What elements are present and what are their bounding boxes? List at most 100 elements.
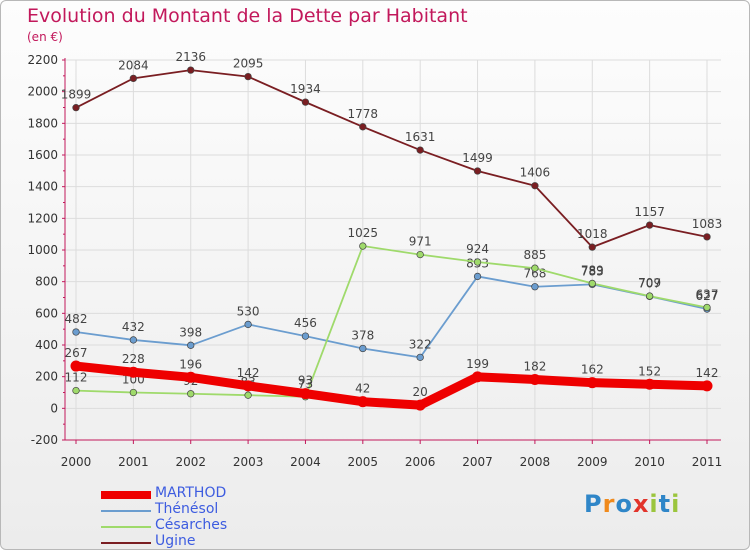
data-point bbox=[472, 371, 484, 383]
data-point bbox=[416, 146, 424, 154]
data-point bbox=[187, 390, 195, 398]
data-point bbox=[185, 371, 197, 383]
data-point bbox=[588, 243, 596, 251]
data-label: 2084 bbox=[118, 58, 149, 72]
data-point bbox=[529, 374, 541, 386]
legend-swatch-ugine bbox=[101, 542, 151, 544]
data-point bbox=[70, 360, 82, 372]
data-point bbox=[645, 292, 654, 300]
data-point bbox=[703, 303, 711, 312]
data-label: 267 bbox=[65, 346, 88, 360]
series-line bbox=[71, 361, 712, 410]
data-point bbox=[359, 123, 367, 131]
data-label: 2136 bbox=[175, 50, 206, 64]
data-point bbox=[301, 332, 310, 340]
data-point bbox=[531, 283, 539, 291]
data-label: 152 bbox=[638, 364, 661, 378]
data-label: 112 bbox=[65, 371, 88, 385]
data-label: 93 bbox=[298, 374, 313, 388]
data-label: 482 bbox=[65, 312, 88, 326]
data-label: 1083 bbox=[692, 217, 723, 231]
legend-label-cesarches: Césarches bbox=[155, 517, 228, 533]
data-point bbox=[414, 399, 426, 411]
data-point bbox=[72, 104, 80, 112]
y-tick-label: 1200 bbox=[27, 211, 58, 225]
data-label: 709 bbox=[638, 276, 661, 290]
chart-subtitle: (en €) bbox=[27, 30, 63, 44]
data-label: 707 bbox=[638, 276, 661, 290]
data-label: 42 bbox=[355, 382, 370, 396]
data-point bbox=[703, 233, 711, 241]
data-point bbox=[244, 391, 252, 399]
logo-letter: i bbox=[649, 490, 659, 518]
data-label: 789 bbox=[581, 263, 604, 277]
data-label: 783 bbox=[581, 264, 604, 278]
data-point bbox=[473, 167, 482, 175]
x-tick-label: 2007 bbox=[462, 455, 493, 469]
chart-title: Evolution du Montant de la Dette par Hab… bbox=[27, 5, 468, 27]
proxiti-logo: Proxiti bbox=[584, 490, 680, 518]
legend-label-thenesol: Thénésol bbox=[155, 501, 219, 517]
x-tick-label: 2009 bbox=[577, 455, 608, 469]
data-label: 322 bbox=[409, 337, 432, 351]
data-point bbox=[72, 386, 80, 395]
data-point bbox=[416, 250, 424, 259]
data-label: 1934 bbox=[290, 82, 321, 96]
x-tick-label: 2001 bbox=[118, 455, 149, 469]
data-point bbox=[72, 328, 80, 336]
data-label: 885 bbox=[523, 248, 546, 262]
data-point bbox=[531, 264, 539, 272]
data-point bbox=[129, 388, 138, 397]
y-tick-label: 1600 bbox=[27, 148, 58, 162]
data-point bbox=[187, 341, 195, 349]
logo-letter: P bbox=[584, 490, 603, 518]
data-label: 1899 bbox=[61, 88, 92, 102]
data-point bbox=[473, 272, 482, 281]
data-label: 1778 bbox=[348, 107, 379, 121]
y-tick-label: 800 bbox=[35, 275, 58, 289]
logo-letter: t bbox=[658, 490, 672, 518]
data-label: 1025 bbox=[348, 226, 379, 240]
y-tick-label: 600 bbox=[35, 306, 58, 320]
x-tick-label: 2008 bbox=[520, 455, 551, 469]
x-tick-label: 2004 bbox=[290, 455, 321, 469]
data-label: 2095 bbox=[233, 57, 264, 71]
data-point bbox=[187, 66, 195, 74]
data-label: 1631 bbox=[405, 130, 436, 144]
x-tick-label: 2011 bbox=[692, 455, 723, 469]
data-point bbox=[242, 380, 254, 392]
data-point bbox=[586, 377, 598, 389]
x-tick-label: 2003 bbox=[233, 455, 264, 469]
y-tick-label: 200 bbox=[35, 370, 58, 384]
x-tick-label: 2006 bbox=[405, 455, 436, 469]
legend-swatch-marthod bbox=[101, 491, 151, 499]
data-label: 530 bbox=[237, 304, 260, 318]
data-point bbox=[299, 388, 311, 400]
data-label: 1018 bbox=[577, 227, 608, 241]
data-label: 971 bbox=[409, 235, 432, 249]
data-point bbox=[359, 242, 367, 250]
data-label: 398 bbox=[179, 325, 202, 339]
data-label: 20 bbox=[413, 385, 428, 399]
legend-swatch-thenesol bbox=[101, 510, 151, 512]
data-label: 142 bbox=[237, 366, 260, 380]
data-label: 228 bbox=[122, 352, 145, 366]
y-tick-label: 2000 bbox=[27, 85, 58, 99]
data-point bbox=[129, 74, 138, 83]
legend-swatch-cesarches bbox=[101, 526, 151, 528]
data-label: 432 bbox=[122, 320, 145, 334]
data-label: 73 bbox=[298, 377, 313, 391]
data-label: 182 bbox=[523, 360, 546, 374]
data-label: 1499 bbox=[462, 151, 493, 165]
data-point bbox=[416, 353, 424, 362]
data-label: 924 bbox=[466, 242, 489, 256]
series-line bbox=[75, 69, 708, 249]
data-label: 162 bbox=[581, 363, 604, 377]
y-tick-label: 1800 bbox=[27, 116, 58, 130]
data-point bbox=[357, 396, 369, 408]
data-point bbox=[645, 221, 654, 229]
series-line bbox=[75, 245, 708, 398]
data-point bbox=[244, 72, 252, 81]
